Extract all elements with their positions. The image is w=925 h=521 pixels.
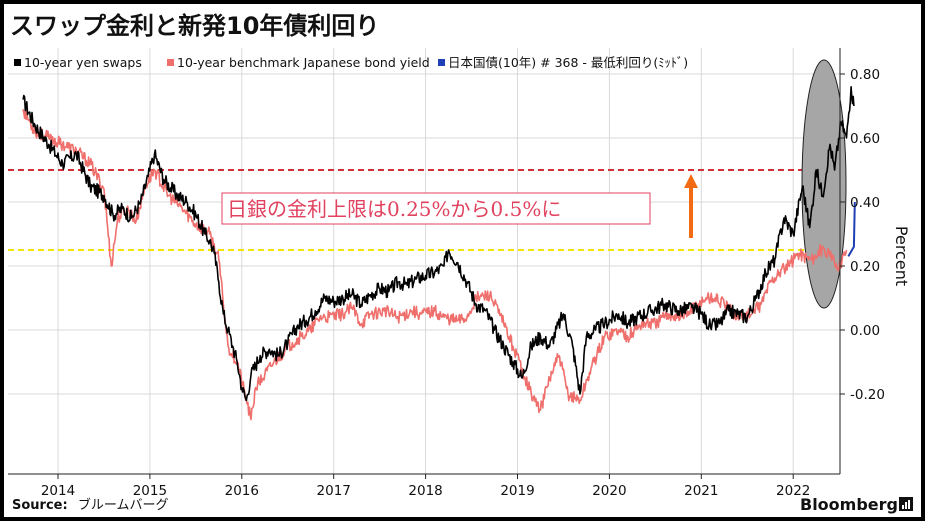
y-tick-label--0.20: -0.20 xyxy=(850,387,885,403)
x-tick-label-2019: 2019 xyxy=(500,483,534,499)
bloomberg-logo: Bloomberg xyxy=(800,495,898,514)
legend-swatch-jgb xyxy=(167,59,174,66)
chart-canvas: スワップ金利と新発10年債利回り 0.80 0.60 0.40 0.20 0.00 -0.… xyxy=(8,12,913,514)
x-tick-label-2016: 2016 xyxy=(225,483,259,499)
annotation-box xyxy=(221,192,651,225)
chart-frame: スワップ金利と新発10年債利回り 0.80 0.60 0.40 0.20 0.00 -0.… xyxy=(4,4,921,517)
source-value: ブルームバーグ xyxy=(78,497,169,513)
y-tick-label-0.60: 0.60 xyxy=(850,131,880,147)
y-axis-label: Percent xyxy=(892,226,911,286)
legend: 10-year yen swaps 10-year benchmark Japa… xyxy=(14,55,688,70)
y-tick-label-0.00: 0.00 xyxy=(850,323,880,339)
series-layer xyxy=(22,86,856,421)
x-axis-ticks: 2014 2015 2016 2017 2018 2019 2020 2021 2022 xyxy=(41,474,810,499)
highlight-ellipse xyxy=(801,59,847,309)
legend-swatch-swaps xyxy=(14,59,21,66)
annotation: 日銀の金利上限は0.25%から0.5%に xyxy=(221,192,651,225)
legend-label-jgb-368: 日本国債(10年) # 368 - 最低利回り(ﾐｯﾄﾞ) xyxy=(448,55,688,70)
x-tick-label-2014: 2014 xyxy=(41,483,75,499)
series-line-swaps xyxy=(22,86,855,402)
x-tick-label-2022: 2022 xyxy=(776,483,810,499)
up-arrow-icon xyxy=(684,174,698,238)
x-tick-label-2018: 2018 xyxy=(408,483,442,499)
x-tick-label-2021: 2021 xyxy=(684,483,718,499)
y-axis-ticks: 0.80 0.60 0.40 0.20 0.00 -0.20 xyxy=(840,67,885,403)
bar-chart-icon xyxy=(899,497,913,511)
annotation-text: 日銀の金利上限は0.25%から0.5%に xyxy=(227,197,561,221)
legend-label-swaps: 10-year yen swaps xyxy=(24,55,142,70)
y-tick-label-0.20: 0.20 xyxy=(850,259,880,275)
x-tick-label-2020: 2020 xyxy=(592,483,626,499)
x-tick-label-2017: 2017 xyxy=(317,483,351,499)
legend-swatch-jgb-368 xyxy=(438,59,445,66)
x-tick-label-2015: 2015 xyxy=(133,483,167,499)
source-note: Source: ブルームバーグ xyxy=(12,497,168,513)
chart-title: スワップ金利と新発10年債利回り xyxy=(10,12,379,40)
series-line-jgb-368 xyxy=(847,201,856,257)
source-label: Source: xyxy=(12,498,68,513)
y-tick-label-0.80: 0.80 xyxy=(850,67,880,83)
series-line-jgb xyxy=(22,109,848,421)
legend-label-jgb: 10-year benchmark Japanese bond yield xyxy=(177,55,430,70)
reference-lines xyxy=(8,169,840,251)
grid-lines xyxy=(8,48,840,474)
y-tick-label-0.40: 0.40 xyxy=(850,195,880,211)
